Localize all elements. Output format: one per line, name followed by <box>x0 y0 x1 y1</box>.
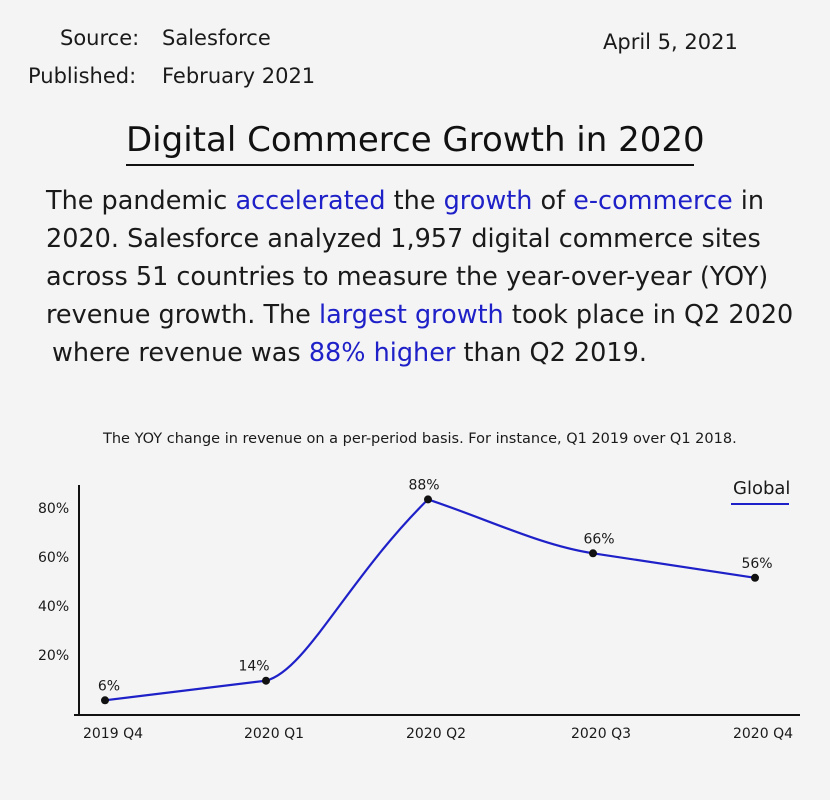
published-value: February 2021 <box>162 64 316 88</box>
highlight-e-commerce: e-commerce <box>573 186 733 216</box>
chart-axes <box>74 485 800 716</box>
x-tick-label: 2019 Q4 <box>83 726 143 742</box>
legend-swatch-global <box>731 503 789 505</box>
text-segment: where revenue was <box>52 338 309 368</box>
source-label: Source: <box>60 26 140 50</box>
y-tick-label: 20% <box>38 648 69 664</box>
text-segment: than Q2 2019. <box>455 338 647 368</box>
data-point <box>589 549 597 558</box>
text-segment: of <box>532 186 574 216</box>
highlight-growth: growth <box>443 186 533 216</box>
paragraph-line-1: The pandemic accelerated the growth of e… <box>46 182 806 220</box>
paragraph-line-5: where revenue was 88% higher than Q2 201… <box>46 334 806 372</box>
text-segment: revenue growth. The <box>46 300 319 330</box>
data-point <box>262 676 270 685</box>
x-tick-label: 2020 Q3 <box>571 726 631 742</box>
data-label: 56% <box>741 556 772 572</box>
y-tick-label: 40% <box>38 599 69 615</box>
x-tick-label: 2020 Q4 <box>733 726 793 742</box>
text-segment: took place in Q2 2020 <box>503 300 794 330</box>
data-point <box>424 495 432 504</box>
text-segment: The pandemic <box>46 186 236 216</box>
data-point <box>101 696 109 705</box>
x-tick-label: 2020 Q2 <box>406 726 466 742</box>
data-label: 6% <box>98 678 120 694</box>
text-segment: the <box>385 186 444 216</box>
chart-caption: The YOY change in revenue on a per-perio… <box>103 431 737 447</box>
highlight-largest-growth: largest growth <box>318 300 504 330</box>
series-global: 6% 14% 88% 66% 56% <box>98 477 773 705</box>
x-tick-labels: 2019 Q4 2020 Q1 2020 Q2 2020 Q3 2020 Q4 <box>83 726 793 742</box>
data-label: 88% <box>408 477 439 493</box>
series-line-global <box>104 498 756 702</box>
page-title: Digital Commerce Growth in 2020 <box>126 120 705 166</box>
highlight-88-percent-higher: 88% higher <box>308 338 456 368</box>
highlight-accelerated: accelerated <box>235 186 386 216</box>
y-tick-label: 60% <box>38 550 69 566</box>
paragraph-line-4: revenue growth. The largest growth took … <box>46 296 806 334</box>
paragraph-line-3: across 51 countries to measure the year-… <box>46 262 769 292</box>
data-label: 14% <box>238 659 269 675</box>
data-label: 66% <box>583 531 614 547</box>
paragraph-line-2: 2020. Salesforce analyzed 1,957 digital … <box>46 224 761 254</box>
published-label: Published: <box>28 64 137 88</box>
y-tick-labels: 20% 40% 60% 80% <box>38 501 69 664</box>
report-date: April 5, 2021 <box>603 30 738 54</box>
source-value: Salesforce <box>162 26 271 50</box>
data-point <box>751 573 759 582</box>
text-segment: in <box>732 186 765 216</box>
legend-label-global: Global <box>733 478 791 499</box>
y-tick-label: 80% <box>38 501 69 517</box>
x-tick-label: 2020 Q1 <box>244 726 304 742</box>
summary-paragraph: The pandemic accelerated the growth of e… <box>46 182 806 372</box>
